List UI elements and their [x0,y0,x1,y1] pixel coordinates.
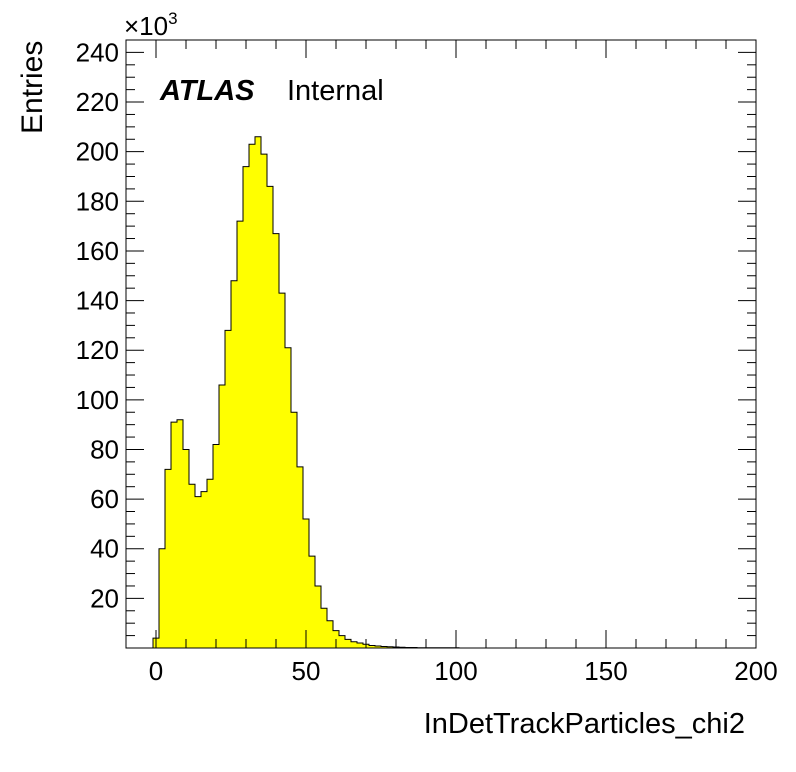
y-tick-label: 120 [76,335,119,365]
x-tick-label: 0 [149,656,163,686]
tick-labels: 0 50 100 150 200 20 40 60 80 100 120 140 160 180 200 22… [76,37,778,686]
histogram-bar [291,412,297,648]
histogram-bar [327,620,333,648]
histogram-bars [152,136,460,649]
histogram-bar [279,293,285,648]
histogram-bar [375,646,381,648]
histogram-bar [201,491,207,648]
histogram-bar [357,643,363,648]
histogram-bar [345,639,351,648]
y-tick-label: 240 [76,37,119,67]
histogram-bar [387,646,393,648]
y-tick-label: 100 [76,385,119,415]
histogram-bar [177,419,183,648]
histogram-bar [369,645,375,648]
histogram-bar [231,280,237,648]
histogram-bar [339,635,345,648]
histogram-bar [207,479,213,648]
histogram-bar [381,646,387,648]
histogram-bar [159,548,165,648]
histogram-bar [225,330,231,648]
histogram-bar [315,585,321,648]
histogram-bar [243,166,249,648]
y-tick-label: 60 [90,484,119,514]
histogram-bar [249,144,255,648]
y-tick-label: 180 [76,186,119,216]
plot-frame [125,39,757,649]
y-tick-label: 160 [76,236,119,266]
histogram-bar [351,641,357,648]
y-tick-label: 220 [76,87,119,117]
histogram-bar [297,466,303,648]
histogram-bar [309,556,315,648]
y-axis-multiplier: ×103 [124,9,178,41]
status-label: Internal [287,75,384,107]
y-tick-label: 40 [90,534,119,564]
atlas-label: ATLAS [159,75,255,107]
histogram-bar [183,449,189,648]
x-axis-label: InDetTrackParticles_chi2 [424,708,745,740]
histogram-bar [195,496,201,648]
histogram-outline [152,136,460,649]
histogram-bar [261,154,267,649]
y-tick-label: 80 [90,434,119,464]
histogram-bar [165,469,171,648]
histogram-bar [273,233,279,648]
x-tick-label: 200 [734,656,777,686]
x-tick-label: 50 [292,656,321,686]
histogram-bar [303,518,309,648]
histogram-bar [171,422,177,648]
histogram-bar [219,384,225,648]
y-tick-label: 140 [76,286,119,316]
axis-ticks [125,39,757,649]
histogram-bar [285,347,291,648]
histogram-bar [189,484,195,648]
histogram-bar [255,136,261,648]
histogram-bar [237,221,243,648]
y-tick-label: 200 [76,137,119,167]
histogram-bar [267,186,273,648]
y-axis-multiplier-exponent: 3 [168,9,177,28]
y-tick-label: 20 [90,583,119,613]
histogram-bar [321,608,327,648]
y-axis-label: Entries [16,41,49,134]
x-tick-label: 150 [584,656,627,686]
histogram-bar [213,444,219,648]
x-tick-label: 100 [434,656,477,686]
